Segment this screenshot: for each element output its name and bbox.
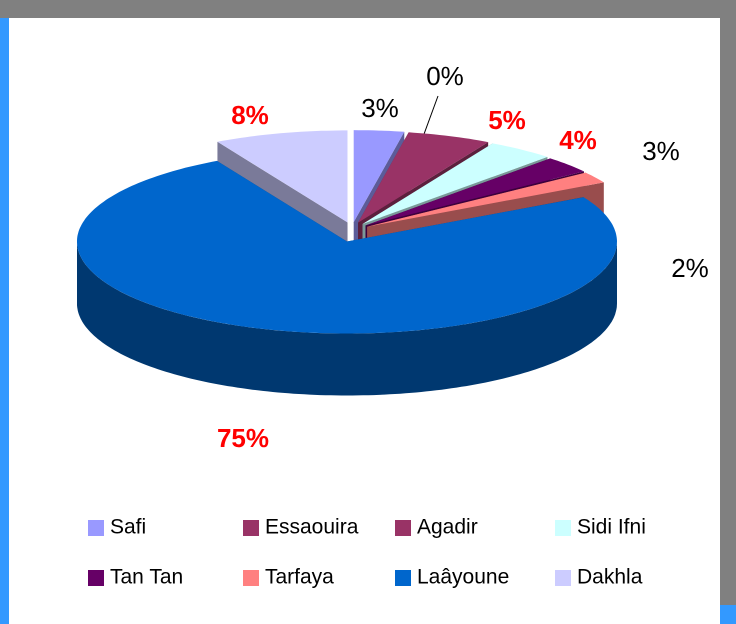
legend-swatch (88, 520, 104, 536)
legend-swatch (395, 570, 411, 586)
legend-label: Tan Tan (110, 566, 183, 589)
data-label: 2% (671, 253, 709, 283)
corner-strip (720, 605, 736, 624)
slice (217, 130, 348, 223)
legend-label: Safi (110, 516, 146, 539)
legend: Safi Essaouira Agadir Sidi Ifni Tan Tan Tarfa… (88, 516, 646, 589)
legend-swatch (395, 520, 411, 536)
slice-side (77, 241, 617, 396)
legend-swatch (88, 570, 104, 586)
legend-swatch (243, 520, 259, 536)
slice-tops (77, 130, 617, 334)
data-label: 4% (559, 125, 597, 155)
data-label: 8% (231, 100, 269, 130)
data-label: 3% (361, 93, 399, 123)
legend-label: Dakhla (577, 566, 643, 589)
data-label: 3% (642, 136, 680, 166)
slice (365, 158, 584, 226)
legend-swatch (555, 520, 571, 536)
data-label: 5% (488, 105, 526, 135)
legend-label: Tarfaya (265, 566, 334, 589)
slice (353, 130, 405, 223)
legend-swatch (555, 570, 571, 586)
legend-label: Laâyoune (417, 566, 509, 589)
slice (358, 132, 489, 223)
slice (362, 143, 548, 224)
data-labels: 3% 0% 5% 4% 3% 2% 75% 8% (217, 61, 709, 453)
left-strip (0, 18, 9, 624)
legend-label: Sidi Ifni (577, 516, 646, 539)
data-label: 75% (217, 423, 269, 453)
legend-label: Essaouira (265, 516, 359, 539)
slice (367, 172, 604, 227)
data-label: 0% (426, 61, 464, 91)
legend-label: Agadir (417, 516, 478, 539)
legend-swatch (243, 570, 259, 586)
slice (77, 160, 617, 334)
